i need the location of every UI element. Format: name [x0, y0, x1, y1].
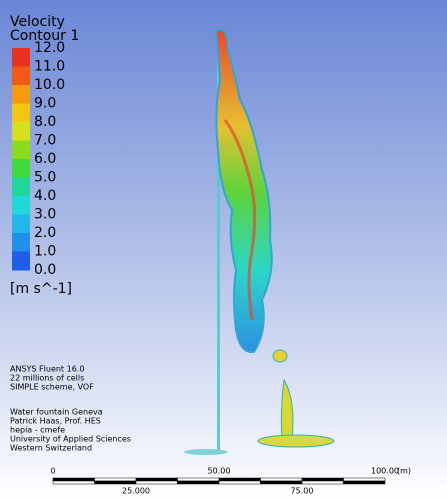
colorbar-segment [12, 140, 30, 160]
scale-segment [343, 477, 386, 482]
colorbar-label: 0.0 [34, 262, 56, 278]
colorbar-label: 6.0 [34, 151, 56, 167]
colorbar-segment [12, 196, 30, 215]
splash [257, 434, 335, 448]
credit-line: University of Applied Sciences [10, 435, 131, 444]
colorbar-label: 8.0 [34, 114, 56, 130]
colorbar-segment [12, 233, 30, 252]
scale-segment [260, 477, 303, 482]
credit-line: Western Switzerland [10, 444, 92, 453]
scale-segment [218, 480, 261, 485]
info-line: ANSYS Fluent 16.0 [10, 365, 84, 374]
colorbar-label: 5.0 [34, 170, 56, 186]
scale-segment [301, 480, 344, 485]
colorbar-label: 1.0 [34, 244, 56, 260]
scale-label: 0 [50, 467, 55, 476]
colorbar-segment [12, 85, 30, 104]
scale-label: 50.00 [208, 467, 231, 476]
colorbar-segment [12, 251, 30, 271]
colorbar-segment [12, 66, 30, 86]
scale-label: 25.000 [122, 487, 150, 496]
pool [184, 449, 228, 455]
info-line: 22 millions of cells [10, 374, 84, 383]
colorbar-label: 12.0 [34, 40, 65, 56]
scale-unit: (m) [397, 467, 411, 476]
scale-segment [135, 477, 178, 482]
colorbar-label: 10.0 [34, 77, 65, 93]
colorbar-segment [12, 48, 30, 67]
water-jet [217, 60, 220, 452]
scale-segment [52, 477, 95, 482]
scale-segment [52, 480, 95, 485]
legend: 12.0 11.0 10.0 9.0 8.0 7.0 6.0 5.0 4.0 3.0 2.0 1.0 0… [12, 40, 65, 278]
credit-line: Water fountain Geneva [10, 408, 103, 417]
colorbar-label: 11.0 [34, 59, 65, 75]
colorbar-segment [12, 122, 30, 141]
scale-bar: 0 50.00 100.00(m) 25.000 75.00 [50, 467, 411, 496]
colorbar-segment [12, 214, 30, 234]
droplet [272, 349, 288, 363]
scale-segment [135, 480, 178, 485]
colorbar-label: 2.0 [34, 225, 56, 241]
colorbar-segment [12, 177, 30, 197]
scale-label: 75.00 [291, 487, 314, 496]
scale-segment [343, 480, 386, 485]
legend-subtitle: Contour 1 [10, 28, 79, 44]
scale-segment [301, 477, 344, 482]
colorbar-label: 7.0 [34, 133, 56, 149]
plume-core [223, 119, 257, 321]
credit-line: Patrick Haas, Prof. HES [10, 417, 101, 426]
colorbar-label: 3.0 [34, 207, 56, 223]
colorbar-segment [12, 159, 30, 178]
scale-segment [94, 477, 137, 482]
scale-segment [260, 480, 303, 485]
scale-segment [218, 477, 261, 482]
scale-segment [177, 477, 220, 482]
info-text: ANSYS Fluent 16.022 millions of cellsSIM… [10, 365, 94, 392]
legend-title: Velocity [10, 14, 65, 30]
legend-unit: [m s^-1] [10, 281, 72, 297]
scale-label: 100.00 [371, 467, 399, 476]
colorbar-label: 4.0 [34, 188, 56, 204]
credit-line: hepia - cmefe [10, 426, 65, 435]
colorbar-label: 9.0 [34, 96, 56, 112]
scale-segment [177, 480, 220, 485]
spray-plume [214, 28, 273, 354]
fountain-render [184, 28, 335, 455]
scale-segment [94, 480, 137, 485]
colorbar-segment [12, 103, 30, 123]
info-line: SIMPLE scheme, VOF [10, 383, 94, 392]
